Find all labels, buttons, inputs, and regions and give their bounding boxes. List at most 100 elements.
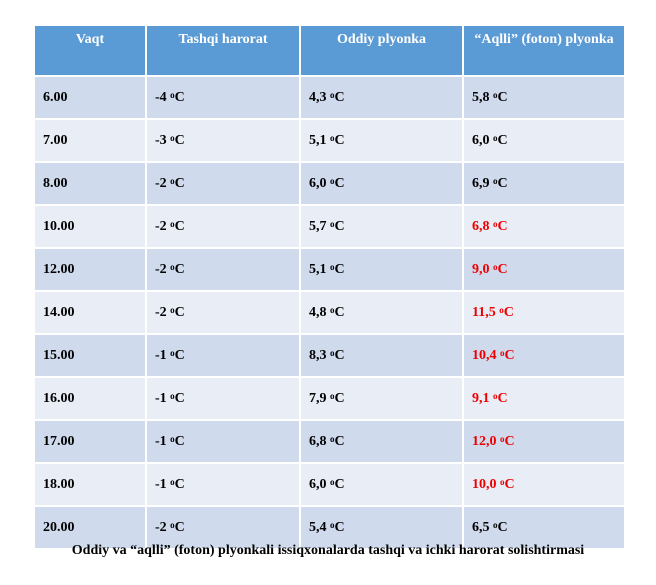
cell-value: 5,1 bbox=[309, 261, 327, 277]
cell-value: -1 bbox=[155, 476, 167, 492]
time-cell: 16.00 bbox=[35, 377, 147, 421]
time-cell: 10.00 bbox=[35, 205, 147, 249]
header-smart-film: “Aqlli” (foton) plyonka bbox=[463, 26, 626, 77]
table-row: 17.00 -1 oC 6,8 oC 12,0 oC bbox=[35, 420, 626, 464]
smart-film-cell: 9,0 oC bbox=[463, 248, 626, 292]
time-cell: 18.00 bbox=[35, 463, 147, 507]
degree-symbol: o bbox=[330, 218, 335, 229]
header-time: Vaqt bbox=[35, 26, 147, 77]
cell-value: 14.00 bbox=[43, 304, 75, 320]
cell-value: 20.00 bbox=[43, 519, 75, 535]
cell-value: 6,0 bbox=[309, 175, 327, 191]
degree-symbol: o bbox=[499, 304, 504, 315]
smart-film-cell: 10,0 oC bbox=[463, 463, 626, 507]
celsius-unit: C bbox=[334, 261, 345, 277]
cell-value: 4,3 bbox=[309, 89, 327, 105]
cell-value: 5,7 bbox=[309, 218, 327, 234]
celsius-unit: C bbox=[174, 519, 185, 535]
cell-value: 7,9 bbox=[309, 390, 327, 406]
degree-symbol: o bbox=[330, 261, 335, 272]
cell-value: 9,1 bbox=[472, 390, 490, 406]
cell-value: 10.00 bbox=[43, 218, 75, 234]
regular-film-cell: 5,1 oC bbox=[300, 119, 464, 163]
celsius-unit: C bbox=[497, 89, 508, 105]
table-caption: Oddiy va “aqlli” (foton) plyonkali issiq… bbox=[71, 543, 585, 558]
outside-temp-cell: -1 oC bbox=[146, 420, 301, 464]
cell-value: -2 bbox=[155, 261, 167, 277]
cell-value: 10,0 bbox=[472, 476, 497, 492]
cell-value: 6,5 bbox=[472, 519, 490, 535]
celsius-unit: C bbox=[334, 433, 345, 449]
degree-symbol: o bbox=[493, 261, 498, 272]
cell-value: 6,9 bbox=[472, 175, 490, 191]
degree-symbol: o bbox=[500, 476, 505, 487]
time-cell: 15.00 bbox=[35, 334, 147, 378]
celsius-unit: C bbox=[504, 476, 515, 492]
cell-value: 6,0 bbox=[309, 476, 327, 492]
outside-temp-cell: -2 oC bbox=[146, 506, 301, 550]
regular-film-cell: 8,3 oC bbox=[300, 334, 464, 378]
celsius-unit: C bbox=[174, 89, 185, 105]
celsius-unit: C bbox=[334, 175, 345, 191]
degree-symbol: o bbox=[330, 390, 335, 401]
degree-symbol: o bbox=[493, 519, 498, 530]
celsius-unit: C bbox=[334, 132, 345, 148]
cell-value: 4,8 bbox=[309, 304, 327, 320]
regular-film-cell: 5,7 oC bbox=[300, 205, 464, 249]
cell-value: -2 bbox=[155, 218, 167, 234]
header-outside: Tashqi harorat bbox=[146, 26, 301, 77]
cell-value: 6,8 bbox=[309, 433, 327, 449]
smart-film-cell: 9,1 oC bbox=[463, 377, 626, 421]
degree-symbol: o bbox=[493, 175, 498, 186]
smart-film-cell: 6,0 oC bbox=[463, 119, 626, 163]
cell-value: 15.00 bbox=[43, 347, 75, 363]
regular-film-cell: 6,8 oC bbox=[300, 420, 464, 464]
table-row: 6.00 -4 oC 4,3 oC 5,8 oC bbox=[35, 76, 626, 120]
cell-value: 5,1 bbox=[309, 132, 327, 148]
degree-symbol: o bbox=[170, 175, 175, 186]
outside-temp-cell: -2 oC bbox=[146, 291, 301, 335]
celsius-unit: C bbox=[174, 347, 185, 363]
celsius-unit: C bbox=[504, 347, 515, 363]
time-cell: 17.00 bbox=[35, 420, 147, 464]
celsius-unit: C bbox=[174, 218, 185, 234]
celsius-unit: C bbox=[334, 390, 345, 406]
cell-value: -3 bbox=[155, 132, 167, 148]
regular-film-cell: 5,4 oC bbox=[300, 506, 464, 550]
outside-temp-cell: -3 oC bbox=[146, 119, 301, 163]
cell-value: 8,3 bbox=[309, 347, 327, 363]
table-row: 10.00 -2 o C 5,7 oC 6,8 oC bbox=[35, 205, 626, 249]
degree-symbol: o bbox=[330, 175, 335, 186]
degree-symbol: o bbox=[330, 347, 335, 358]
header-regular-film: Oddiy plyonka bbox=[300, 26, 464, 77]
regular-film-cell: 4,8 oC bbox=[300, 291, 464, 335]
time-cell: 7.00 bbox=[35, 119, 147, 163]
outside-temp-cell: -1 oC bbox=[146, 463, 301, 507]
time-cell: 12.00 bbox=[35, 248, 147, 292]
cell-value: 6,8 bbox=[472, 218, 490, 234]
degree-symbol: o bbox=[170, 89, 175, 100]
table-row: 18.00 -1 oC 6,0 oC 10,0 oC bbox=[35, 463, 626, 507]
celsius-unit: C bbox=[503, 304, 514, 320]
celsius-unit: C bbox=[334, 89, 345, 105]
cell-value: 11,5 bbox=[472, 304, 496, 320]
degree-symbol: o bbox=[493, 132, 498, 143]
cell-value: 12,0 bbox=[472, 433, 497, 449]
degree-symbol: o bbox=[170, 476, 175, 487]
celsius-unit: C bbox=[334, 347, 345, 363]
table-row: 15.00 -1 oC 8,3 oC 10,4 oC bbox=[35, 334, 626, 378]
degree-symbol: o bbox=[330, 433, 335, 444]
celsius-unit: C bbox=[174, 390, 185, 406]
celsius-unit: C bbox=[334, 304, 345, 320]
cell-value: -1 bbox=[155, 390, 167, 406]
outside-temp-cell: -1 oC bbox=[146, 334, 301, 378]
celsius-unit: C bbox=[497, 218, 508, 234]
outside-temp-cell: -2 oC bbox=[146, 162, 301, 206]
degree-symbol: o bbox=[330, 519, 335, 530]
cell-value: 10,4 bbox=[472, 347, 497, 363]
cell-value: 17.00 bbox=[43, 433, 75, 449]
celsius-unit: C bbox=[334, 519, 345, 535]
cell-value: -1 bbox=[155, 433, 167, 449]
celsius-unit: C bbox=[174, 132, 185, 148]
smart-film-cell: 6,8 oC bbox=[463, 205, 626, 249]
